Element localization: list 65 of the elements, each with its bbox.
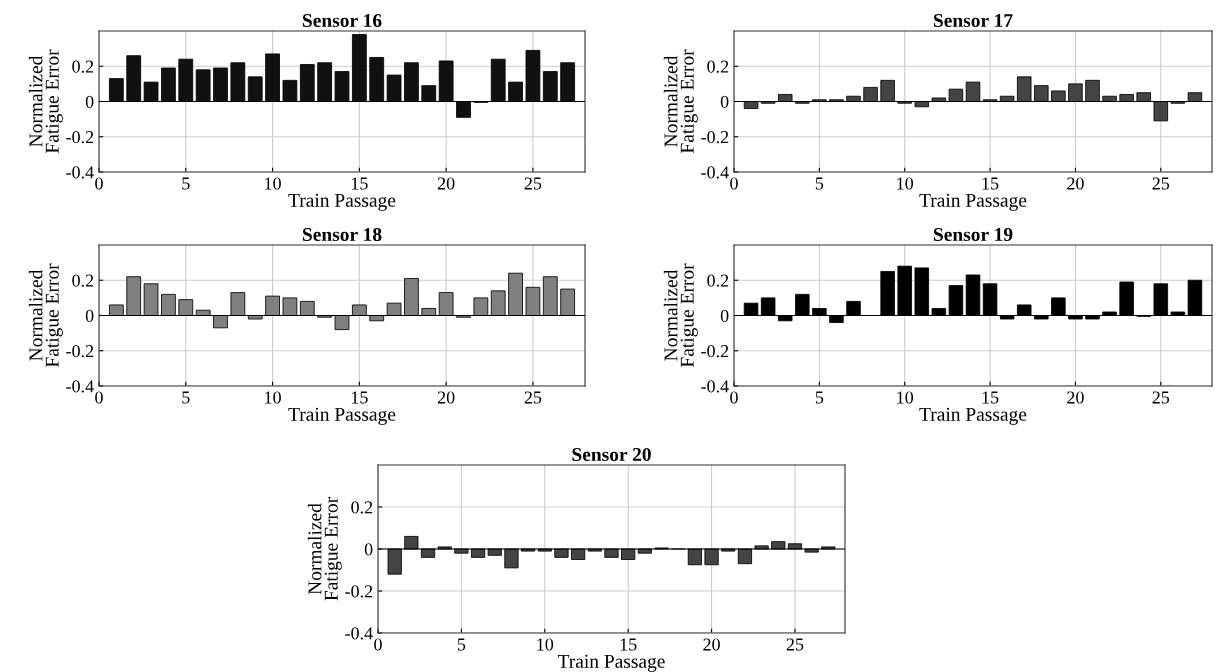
y-axis-title: Normalized Fatigue Error bbox=[663, 263, 698, 368]
x-tick-label: 20 bbox=[1067, 391, 1084, 404]
y-tick-label: 0 bbox=[364, 543, 373, 556]
y-tick-label: -0.4 bbox=[701, 166, 729, 179]
y-tick-label: 0.2 bbox=[72, 60, 94, 73]
y-tick-label: -0.2 bbox=[345, 585, 373, 598]
y-tick-label: 0.2 bbox=[707, 60, 729, 73]
x-tick-label: 20 bbox=[703, 638, 720, 651]
chart-title: Sensor 17 bbox=[933, 13, 1013, 28]
y-tick-label: -0.2 bbox=[701, 345, 729, 358]
x-tick-label: 0 bbox=[730, 177, 738, 190]
y-axis-title: Normalized Fatigue Error bbox=[28, 263, 63, 368]
x-tick-label: 15 bbox=[351, 177, 368, 190]
y-tick-label: -0.2 bbox=[66, 345, 94, 358]
x-tick-label: 0 bbox=[95, 177, 103, 190]
y-tick-label: 0 bbox=[85, 309, 94, 322]
x-tick-label: 20 bbox=[437, 177, 455, 190]
x-tick-label: 20 bbox=[437, 391, 455, 404]
x-tick-label: 15 bbox=[620, 638, 637, 651]
y-tick-label: -0.4 bbox=[701, 380, 729, 393]
x-tick-label: 25 bbox=[524, 391, 542, 404]
y-tick-label: -0.4 bbox=[345, 627, 373, 640]
y-axis-title: Normalized Fatigue Error bbox=[663, 49, 698, 154]
chart-title: Sensor 19 bbox=[933, 227, 1013, 242]
x-axis-title: Train Passage bbox=[919, 407, 1027, 425]
y-tick-label: -0.4 bbox=[66, 380, 94, 393]
x-tick-label: 10 bbox=[897, 391, 914, 404]
x-axis-title: Train Passage bbox=[919, 193, 1027, 211]
x-axis-title: Train Passage bbox=[288, 193, 396, 211]
y-tick-label: 0 bbox=[85, 95, 94, 108]
y-tick-label: 0 bbox=[720, 95, 729, 108]
y-tick-label: -0.2 bbox=[701, 131, 729, 144]
x-tick-label: 5 bbox=[182, 177, 190, 190]
x-tick-label: 10 bbox=[537, 638, 554, 651]
x-tick-label: 25 bbox=[786, 638, 804, 651]
y-tick-label: -0.4 bbox=[66, 166, 94, 179]
x-tick-label: 25 bbox=[1152, 391, 1170, 404]
x-tick-label: 5 bbox=[457, 638, 466, 651]
chart-title: Sensor 20 bbox=[572, 447, 651, 462]
y-tick-label: 0 bbox=[720, 309, 729, 322]
x-tick-label: 5 bbox=[182, 391, 190, 404]
y-axis-title: Normalized Fatigue Error bbox=[307, 497, 342, 601]
x-tick-label: 20 bbox=[1067, 177, 1084, 190]
x-tick-label: 0 bbox=[95, 391, 103, 404]
chart-title: Sensor 16 bbox=[302, 13, 382, 28]
y-tick-label: 0.2 bbox=[351, 501, 373, 514]
x-tick-label: 5 bbox=[815, 391, 824, 404]
y-axis-title: Normalized Fatigue Error bbox=[28, 49, 63, 154]
x-tick-label: 15 bbox=[982, 391, 999, 404]
x-tick-label: 10 bbox=[897, 177, 914, 190]
x-tick-label: 5 bbox=[815, 177, 824, 190]
x-tick-label: 10 bbox=[265, 177, 281, 190]
x-tick-label: 25 bbox=[1152, 177, 1170, 190]
x-tick-label: 0 bbox=[730, 391, 738, 404]
y-tick-label: -0.2 bbox=[66, 131, 94, 144]
x-tick-label: 10 bbox=[265, 391, 281, 404]
chart-title: Sensor 18 bbox=[302, 227, 382, 242]
x-tick-label: 0 bbox=[374, 638, 382, 651]
x-tick-label: 25 bbox=[524, 177, 542, 190]
x-axis-title: Train Passage bbox=[557, 654, 665, 672]
y-tick-label: 0.2 bbox=[707, 274, 729, 287]
y-tick-label: 0.2 bbox=[72, 274, 94, 287]
x-tick-label: 15 bbox=[982, 177, 999, 190]
x-axis-title: Train Passage bbox=[288, 407, 396, 425]
x-tick-label: 15 bbox=[351, 391, 368, 404]
